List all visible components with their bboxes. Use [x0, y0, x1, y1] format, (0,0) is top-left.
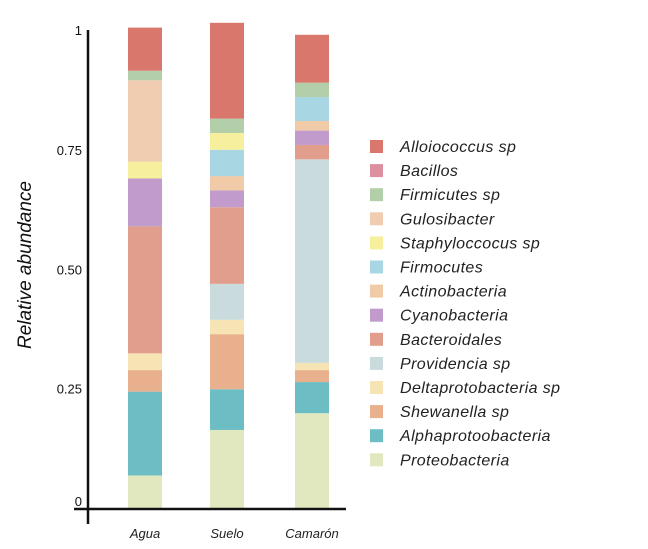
- legend-swatch-bacillos: [370, 164, 383, 178]
- bar-segment-camar-n-cyanobacteria: [295, 130, 329, 145]
- legend-swatch-actinobacteria: [370, 284, 383, 298]
- bar-segment-agua-shewanella-sp: [128, 370, 162, 392]
- legend-swatch-staphyloccocus-sp: [370, 236, 383, 250]
- legend-label-staphyloccocus-sp: Staphyloccocus sp: [400, 235, 540, 252]
- legend-label-gulosibacter: Gulosibacter: [400, 211, 495, 228]
- legend-swatch-cyanobacteria: [370, 308, 383, 322]
- y-tick-label: 0.50: [57, 263, 82, 278]
- y-tick-label: 0.75: [57, 143, 82, 158]
- y-tick-label: 0.25: [57, 381, 82, 396]
- legend-swatch-alphaprotoobacteria: [370, 429, 383, 443]
- legend-swatch-firmocutes: [370, 260, 383, 274]
- bar-segment-suelo-deltaprotobacteria-sp: [210, 319, 244, 335]
- bars-group: [128, 22, 329, 509]
- legend-label-shewanella-sp: Shewanella sp: [400, 404, 509, 421]
- bar-segment-suelo-actinobacteria: [210, 176, 244, 191]
- legend-swatch-deltaprotobacteria-sp: [370, 381, 383, 394]
- y-tick-label: 1: [75, 23, 82, 38]
- legend-label-providencia-sp: Providencia sp: [400, 356, 511, 373]
- bar-segment-suelo-proteobacteria: [210, 429, 244, 509]
- bar-segment-agua-cyanobacteria: [128, 178, 162, 227]
- bar-segment-suelo-alloiococcus-sp: [210, 22, 244, 119]
- legend-swatch-firmicutes-sp: [370, 188, 383, 202]
- x-category-label-camar-n: Camarón: [285, 526, 338, 541]
- bar-segment-camar-n-providencia-sp: [295, 159, 329, 363]
- bar-segment-camar-n-firmicutes-sp: [295, 82, 329, 98]
- bar-segment-agua-gulosibacter: [128, 80, 162, 162]
- legend-swatch-providencia-sp: [370, 356, 383, 370]
- legend-label-bacteroidales: Bacteroidales: [400, 332, 502, 349]
- legend-swatch-proteobacteria: [370, 453, 383, 467]
- bar-segment-camar-n-proteobacteria: [295, 413, 329, 509]
- bar-segment-suelo-cyanobacteria: [210, 190, 244, 208]
- bar-segment-camar-n-alloiococcus-sp: [295, 34, 329, 83]
- bar-segment-suelo-shewanella-sp: [210, 334, 244, 390]
- bar-segment-agua-alphaprotoobacteria: [128, 391, 162, 476]
- legend-label-deltaprotobacteria-sp: Deltaprotobacteria sp: [400, 380, 561, 397]
- bar-segment-camar-n-actinobacteria: [295, 121, 329, 131]
- bar-segment-camar-n-alphaprotoobacteria: [295, 382, 329, 414]
- legend-label-firmocutes: Firmocutes: [400, 260, 483, 277]
- x-category-label-agua: Agua: [129, 526, 160, 541]
- legend-label-firmicutes-sp: Firmicutes sp: [400, 187, 500, 204]
- bar-segment-camar-n-deltaprotobacteria-sp: [295, 362, 329, 371]
- legend-swatch-alloiococcus-sp: [370, 140, 383, 153]
- bar-segment-camar-n-firmocutes: [295, 97, 329, 122]
- legend-swatch-bacteroidales: [370, 332, 383, 346]
- bar-segment-suelo-alphaprotoobacteria: [210, 389, 244, 430]
- bar-segment-agua-firmicutes-sp: [128, 70, 162, 81]
- legend-label-actinobacteria: Actinobacteria: [399, 284, 507, 301]
- bar-segment-camar-n-shewanella-sp: [295, 370, 329, 383]
- bar-segment-agua-alloiococcus-sp: [128, 27, 162, 71]
- legend-label-proteobacteria: Proteobacteria: [400, 452, 510, 469]
- bar-segment-agua-staphyloccocus-sp: [128, 161, 162, 179]
- bar-segment-agua-proteobacteria: [128, 475, 162, 509]
- bar-segment-suelo-bacteroidales: [210, 207, 244, 284]
- legend-swatch-shewanella-sp: [370, 405, 383, 419]
- legend-label-alloiococcus-sp: Alloiococcus sp: [399, 139, 516, 156]
- bar-segment-suelo-staphyloccocus-sp: [210, 132, 244, 150]
- legend-label-cyanobacteria: Cyanobacteria: [400, 308, 508, 325]
- x-category-labels: Agua Suelo Camarón: [129, 526, 339, 541]
- legend: Alloiococcus sp Bacillos Firmicutes sp Gulo…: [370, 139, 561, 469]
- x-category-label-suelo: Suelo: [210, 526, 243, 541]
- legend-label-alphaprotoobacteria: Alphaprotoobacteria: [399, 428, 551, 445]
- bar-segment-agua-bacteroidales: [128, 226, 162, 354]
- bar-segment-camar-n-bacteroidales: [295, 144, 329, 160]
- y-tick-labels: 0 0.25 0.50 0.75 1: [57, 23, 82, 509]
- bar-segment-agua-deltaprotobacteria-sp: [128, 353, 162, 371]
- bar-segment-suelo-firmicutes-sp: [210, 118, 244, 133]
- legend-label-bacillos: Bacillos: [400, 163, 458, 180]
- bar-segment-suelo-providencia-sp: [210, 283, 244, 320]
- y-axis-label: Relative abundance: [15, 181, 36, 349]
- y-tick-label: 0: [75, 494, 82, 509]
- bar-segment-suelo-firmocutes: [210, 149, 244, 177]
- legend-swatch-gulosibacter: [370, 212, 383, 226]
